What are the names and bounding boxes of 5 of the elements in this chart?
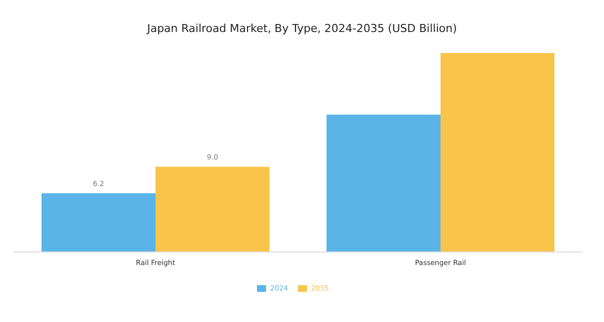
bar	[42, 193, 156, 252]
bar	[156, 166, 270, 252]
chart-title: Japan Railroad Market, By Type, 2024-2035 (USD Billion)	[146, 22, 458, 35]
bar	[326, 114, 440, 252]
bar	[440, 53, 554, 252]
